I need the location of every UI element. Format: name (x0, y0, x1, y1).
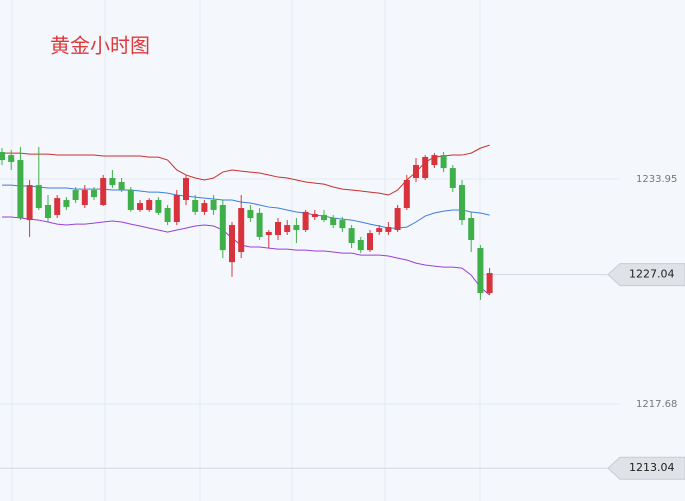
price-tag-label: 1213.04 (629, 461, 675, 474)
band-line (2, 184, 490, 229)
candle-body (81, 190, 88, 205)
y-tick-label: 1217.68 (636, 399, 677, 410)
candle-body (367, 233, 373, 251)
candle-body (17, 160, 24, 218)
candle-body (311, 213, 318, 218)
candle-body (91, 190, 97, 198)
candle-body (330, 217, 337, 226)
candle-body (431, 155, 438, 166)
candle-body (422, 156, 429, 179)
candle-body (477, 248, 484, 294)
candle-body (459, 185, 465, 221)
candle-body (413, 165, 419, 179)
candle-body (394, 208, 401, 231)
candle-body (45, 204, 51, 218)
candle-body (293, 225, 300, 231)
candle-body (247, 209, 254, 218)
price-tag (607, 456, 685, 480)
candle-body (164, 208, 171, 223)
candle-body (201, 203, 208, 212)
candle-body (210, 200, 217, 210)
candle-body (284, 225, 291, 232)
band-line (2, 144, 490, 196)
candle-body (449, 168, 456, 188)
candle-body (183, 178, 189, 201)
band-line (2, 216, 490, 296)
candle-body (348, 228, 355, 244)
candle-body (0, 152, 5, 161)
candle-body (8, 155, 15, 162)
candle-body (486, 273, 493, 294)
candle-body (155, 200, 162, 213)
candle-body (54, 198, 61, 215)
candle-body (35, 185, 42, 209)
candle-body (468, 217, 475, 240)
y-tick-label: 1233.95 (636, 174, 677, 185)
candle-body (109, 178, 116, 186)
candle-body (100, 178, 107, 205)
price-tag (607, 263, 685, 287)
candle-body (219, 204, 226, 251)
candle-body (118, 182, 125, 191)
candle-body (146, 200, 153, 210)
candle-body (376, 228, 383, 232)
price-tag-label: 1227.04 (629, 268, 675, 281)
candle-body (275, 222, 281, 236)
candle-body (339, 220, 346, 229)
candle-body (302, 211, 309, 231)
candle-body (127, 190, 134, 210)
candle-body (385, 226, 392, 232)
candle-body (256, 212, 263, 237)
candle-body (238, 208, 245, 253)
candle-body (192, 200, 199, 212)
candle-body (403, 179, 410, 209)
candle-body (72, 190, 79, 201)
candle-body (26, 185, 33, 221)
candle-body (63, 200, 70, 207)
candle-body (137, 203, 143, 210)
candle-body (357, 239, 364, 251)
candle-body (265, 231, 272, 236)
candle-body (321, 214, 327, 221)
candle-body (440, 155, 447, 169)
candle-body (229, 225, 235, 263)
candle-body (173, 195, 180, 223)
chart-title: 黄金小时图 (50, 34, 150, 58)
